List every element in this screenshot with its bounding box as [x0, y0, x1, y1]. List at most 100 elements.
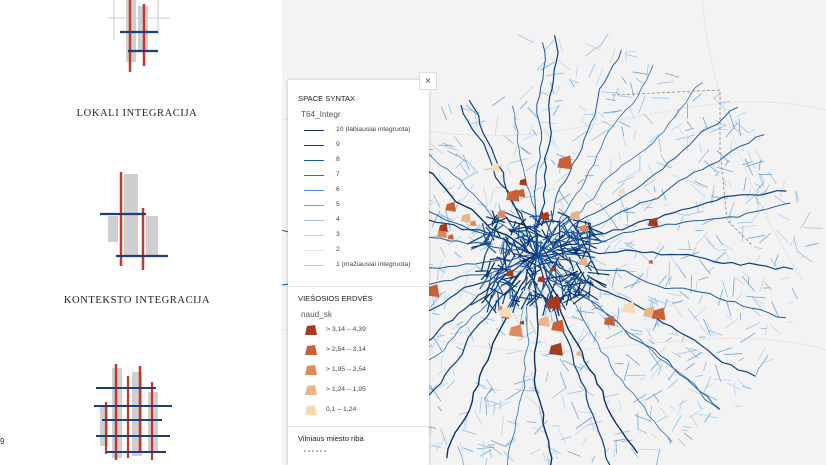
street-segment [440, 355, 443, 368]
street-segment [557, 211, 572, 219]
street-segment [519, 85, 535, 100]
street-segment [475, 381, 486, 389]
public-space-area [519, 178, 527, 186]
street-segment [713, 93, 721, 100]
space-syntax-item: 1 (mažiausiai integruota) [304, 261, 429, 271]
street-segment [512, 240, 522, 259]
street-segment [617, 176, 634, 184]
street-segment [588, 231, 592, 251]
close-button[interactable]: × [419, 72, 437, 90]
street-segment [493, 277, 504, 294]
street-segment [611, 87, 619, 102]
street-segment [790, 234, 797, 246]
street-segment [629, 106, 635, 121]
street-segment [547, 458, 550, 465]
street-segment [666, 337, 672, 342]
street-segment [509, 210, 516, 215]
street-segment [728, 112, 736, 130]
street-segment [694, 181, 708, 188]
street-segment [638, 251, 650, 262]
street-segment [714, 364, 722, 382]
public-space-area [648, 217, 659, 228]
street-segment [483, 399, 502, 405]
street-segment [517, 34, 535, 44]
street-segment [695, 411, 704, 417]
street-segment [504, 279, 521, 296]
street-segment [521, 257, 542, 269]
street-segment [616, 307, 620, 328]
city-boundary-line [611, 89, 753, 246]
street-segment [489, 189, 495, 205]
street-segment [480, 317, 495, 321]
street-segment [498, 237, 506, 253]
street-segment [632, 71, 648, 75]
street-segment [687, 308, 700, 323]
street-segment [587, 223, 596, 237]
street-segment [745, 191, 760, 204]
street-segment [656, 415, 667, 423]
street-segment [550, 134, 558, 149]
space-syntax-label: 4 [336, 216, 340, 223]
street-segment [647, 163, 657, 180]
line-swatch [304, 265, 324, 266]
street-segment [586, 243, 597, 250]
street-segment [512, 116, 520, 121]
street-segment [460, 429, 477, 435]
street-segment [658, 275, 667, 285]
street-segment [553, 250, 569, 262]
street-segment [450, 325, 462, 330]
street-segment [579, 287, 599, 301]
street-segment [519, 296, 534, 301]
street-segment [455, 160, 464, 169]
street-segment [721, 242, 734, 251]
street-segment [603, 244, 611, 254]
public-space-area [445, 201, 456, 212]
street-segment [624, 242, 638, 252]
street-segment [633, 129, 637, 140]
street-segment [549, 219, 560, 224]
street-segment [555, 244, 568, 248]
street-segment [675, 134, 696, 141]
street-segment [512, 295, 519, 313]
street-segment [603, 110, 622, 114]
street-segment [535, 385, 540, 394]
street-segment [572, 290, 589, 298]
street-segment [429, 142, 443, 155]
street-segment [546, 278, 565, 287]
street-segment [618, 248, 633, 250]
street-segment [647, 133, 660, 144]
public-space-area [460, 213, 471, 223]
street-segment [451, 366, 456, 376]
street-segment [501, 275, 519, 281]
street-segment [456, 346, 464, 351]
street-segment [741, 271, 749, 277]
street-segment [723, 248, 730, 260]
street-segment [443, 292, 446, 311]
street-segment [671, 123, 683, 131]
street-segment [513, 419, 520, 428]
public-space-area [576, 350, 583, 357]
space-syntax-label: 8 [336, 156, 340, 163]
street-segment [566, 390, 584, 395]
street-segment [738, 357, 745, 362]
street-segment [698, 276, 709, 281]
street-segment [490, 274, 499, 291]
street-segment [687, 351, 703, 361]
street-segment [613, 438, 626, 442]
street-segment [582, 237, 607, 243]
street-segment [485, 216, 505, 223]
street-segment [716, 150, 729, 163]
street-segment [544, 252, 563, 261]
street-segment [545, 453, 550, 462]
local-integration-diagram [108, 0, 170, 72]
street-segment [441, 106, 448, 120]
street-segment [550, 210, 554, 224]
street-segment [666, 375, 671, 382]
street-segment [606, 98, 616, 101]
street-segment [678, 400, 687, 406]
street-segment [495, 327, 506, 336]
street-segment [502, 237, 516, 258]
street-segment [738, 118, 741, 137]
street-segment [575, 226, 580, 250]
street-segment [591, 305, 603, 311]
